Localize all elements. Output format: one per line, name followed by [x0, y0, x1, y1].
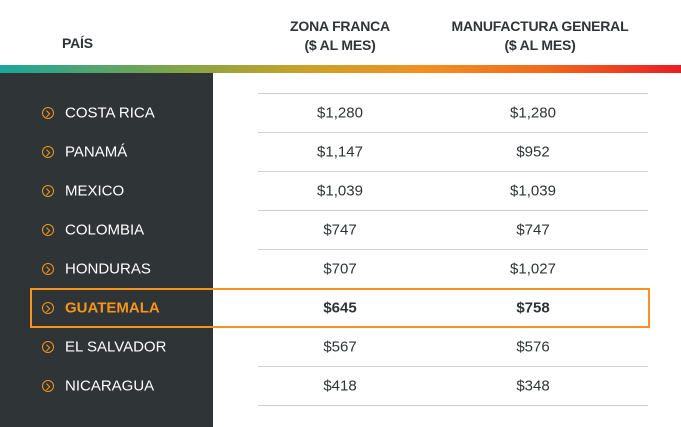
column-header: MANUFACTURA GENERAL — [451, 18, 629, 34]
country-name: NICARAGUA — [65, 377, 155, 395]
row-divider — [258, 249, 648, 250]
row-divider — [258, 93, 648, 94]
cell-value: $348 — [516, 377, 550, 395]
cell-value: $1,039 — [510, 182, 556, 200]
country-name: EL SALVADOR — [65, 338, 167, 356]
country-panel — [0, 73, 213, 427]
column-header: ($ AL MES) — [304, 37, 376, 53]
bullet-icon — [42, 224, 54, 236]
country-name: GUATEMALA — [65, 299, 160, 317]
cell-value: $645 — [323, 299, 357, 317]
cell-value: $747 — [516, 221, 550, 239]
cell-value: $1,027 — [510, 260, 556, 278]
cell-value: $1,280 — [317, 104, 363, 122]
cell-value: $1,280 — [510, 104, 556, 122]
bullet-icon — [42, 380, 54, 392]
country-name: PANAMÁ — [65, 143, 128, 161]
country-header: PAÍS — [62, 35, 93, 51]
cell-value: $1,039 — [317, 182, 363, 200]
row-divider — [258, 366, 648, 367]
cell-value: $576 — [516, 338, 550, 356]
highlight-box — [30, 288, 650, 328]
bullet-icon — [42, 263, 54, 275]
cell-value: $1,147 — [317, 143, 363, 161]
bullet-icon — [42, 185, 54, 197]
row-divider — [258, 405, 648, 406]
cell-value: $758 — [516, 299, 550, 317]
country-name: COSTA RICA — [65, 104, 155, 122]
bullet-icon — [42, 302, 54, 314]
column-header: ZONA FRANCA — [290, 18, 390, 34]
row-divider — [258, 132, 648, 133]
column-header: ($ AL MES) — [504, 37, 576, 53]
row-divider — [258, 210, 648, 211]
cell-value: $418 — [323, 377, 357, 395]
cell-value: $567 — [323, 338, 357, 356]
cell-value: $952 — [516, 143, 550, 161]
cell-value: $747 — [323, 221, 357, 239]
bullet-icon — [42, 146, 54, 158]
cell-value: $707 — [323, 260, 357, 278]
bullet-icon — [42, 107, 54, 119]
bullet-icon — [42, 341, 54, 353]
country-name: MEXICO — [65, 182, 125, 200]
gradient-bar — [0, 65, 681, 73]
country-name: HONDURAS — [65, 260, 151, 278]
country-name: COLOMBIA — [65, 221, 145, 239]
row-divider — [258, 171, 648, 172]
